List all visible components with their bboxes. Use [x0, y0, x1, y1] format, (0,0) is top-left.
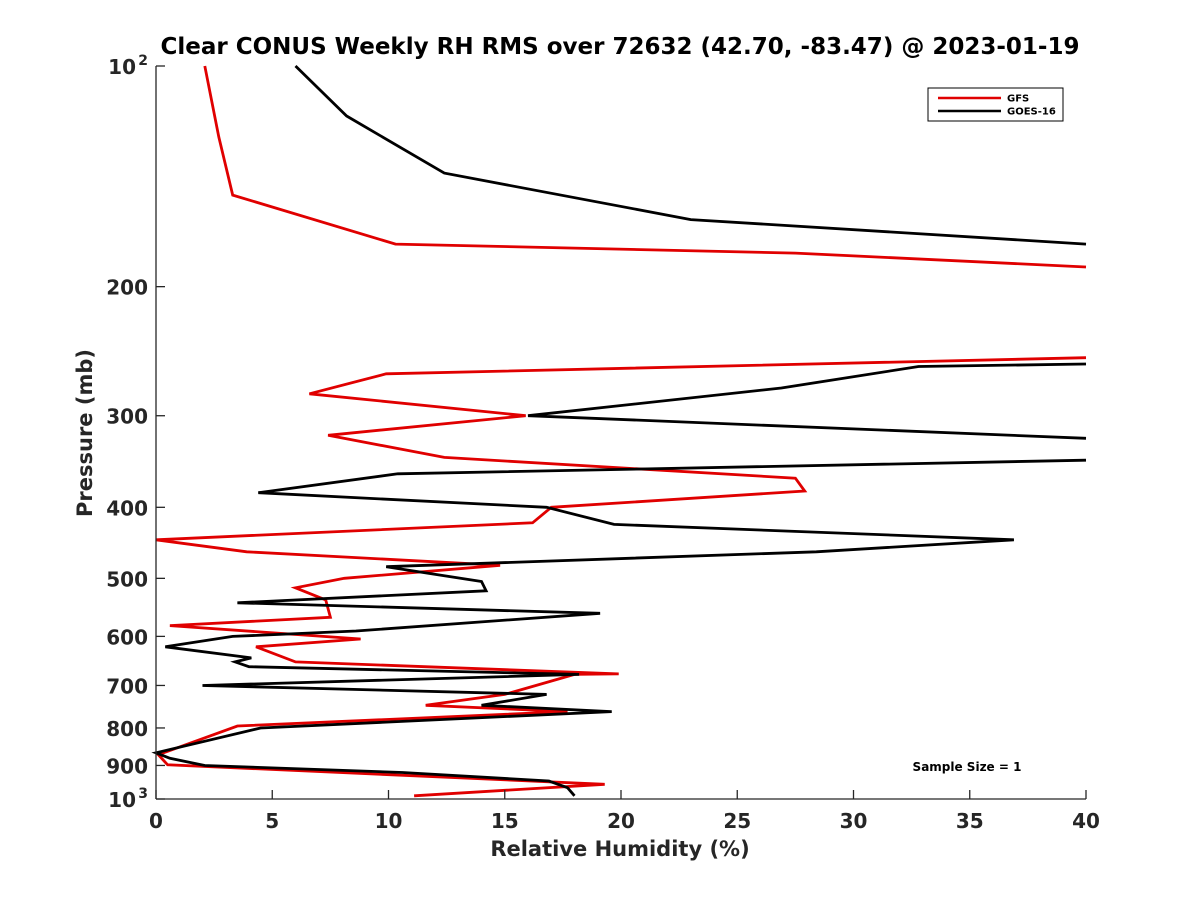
x-tick-label: 40	[1072, 809, 1100, 833]
y-tick-label: 800	[106, 717, 148, 741]
series-line-goes-16-1	[527, 362, 1087, 440]
y-tick-label: 500	[106, 567, 148, 591]
x-tick-label: 15	[491, 809, 519, 833]
y-tick-label: 900	[106, 754, 148, 778]
chart-title: Clear CONUS Weekly RH RMS over 72632 (42…	[161, 34, 1080, 60]
legend: GFS GOES-16	[927, 87, 1064, 122]
y-tick-label: 10	[108, 788, 136, 812]
y-tick-label: 200	[106, 276, 148, 300]
legend-box	[927, 87, 1064, 122]
x-tick-label: 30	[840, 809, 868, 833]
x-axis-label: Relative Humidity (%)	[490, 837, 749, 861]
y-tick-exponent: 3	[138, 786, 148, 802]
x-tick-label: 35	[956, 809, 984, 833]
y-tick-label: 600	[106, 625, 148, 649]
sample-size-annotation: Sample Size = 1	[913, 760, 1022, 774]
x-tick-label: 20	[607, 809, 635, 833]
x-tick-label: 10	[375, 809, 403, 833]
x-tick-label: 0	[149, 809, 163, 833]
series-line-goes-16-2	[151, 458, 1087, 797]
series-layer	[151, 64, 1087, 798]
y-tick-exponent: 2	[138, 53, 148, 69]
y-tick-label: 300	[106, 405, 148, 429]
series-line-goes-16-0	[294, 64, 1087, 246]
y-tick-label: 10	[108, 55, 136, 79]
series-line-gfs-0	[203, 65, 1087, 269]
legend-label-gfs: GFS	[1007, 94, 1029, 105]
y-tick-label: 700	[106, 674, 148, 698]
x-tick-label: 25	[723, 809, 751, 833]
y-axis-label: Pressure (mb)	[73, 349, 97, 517]
y-tick-label: 400	[106, 496, 148, 520]
x-tick-label: 5	[265, 809, 279, 833]
legend-label-goes-16: GOES-16	[1007, 107, 1056, 118]
